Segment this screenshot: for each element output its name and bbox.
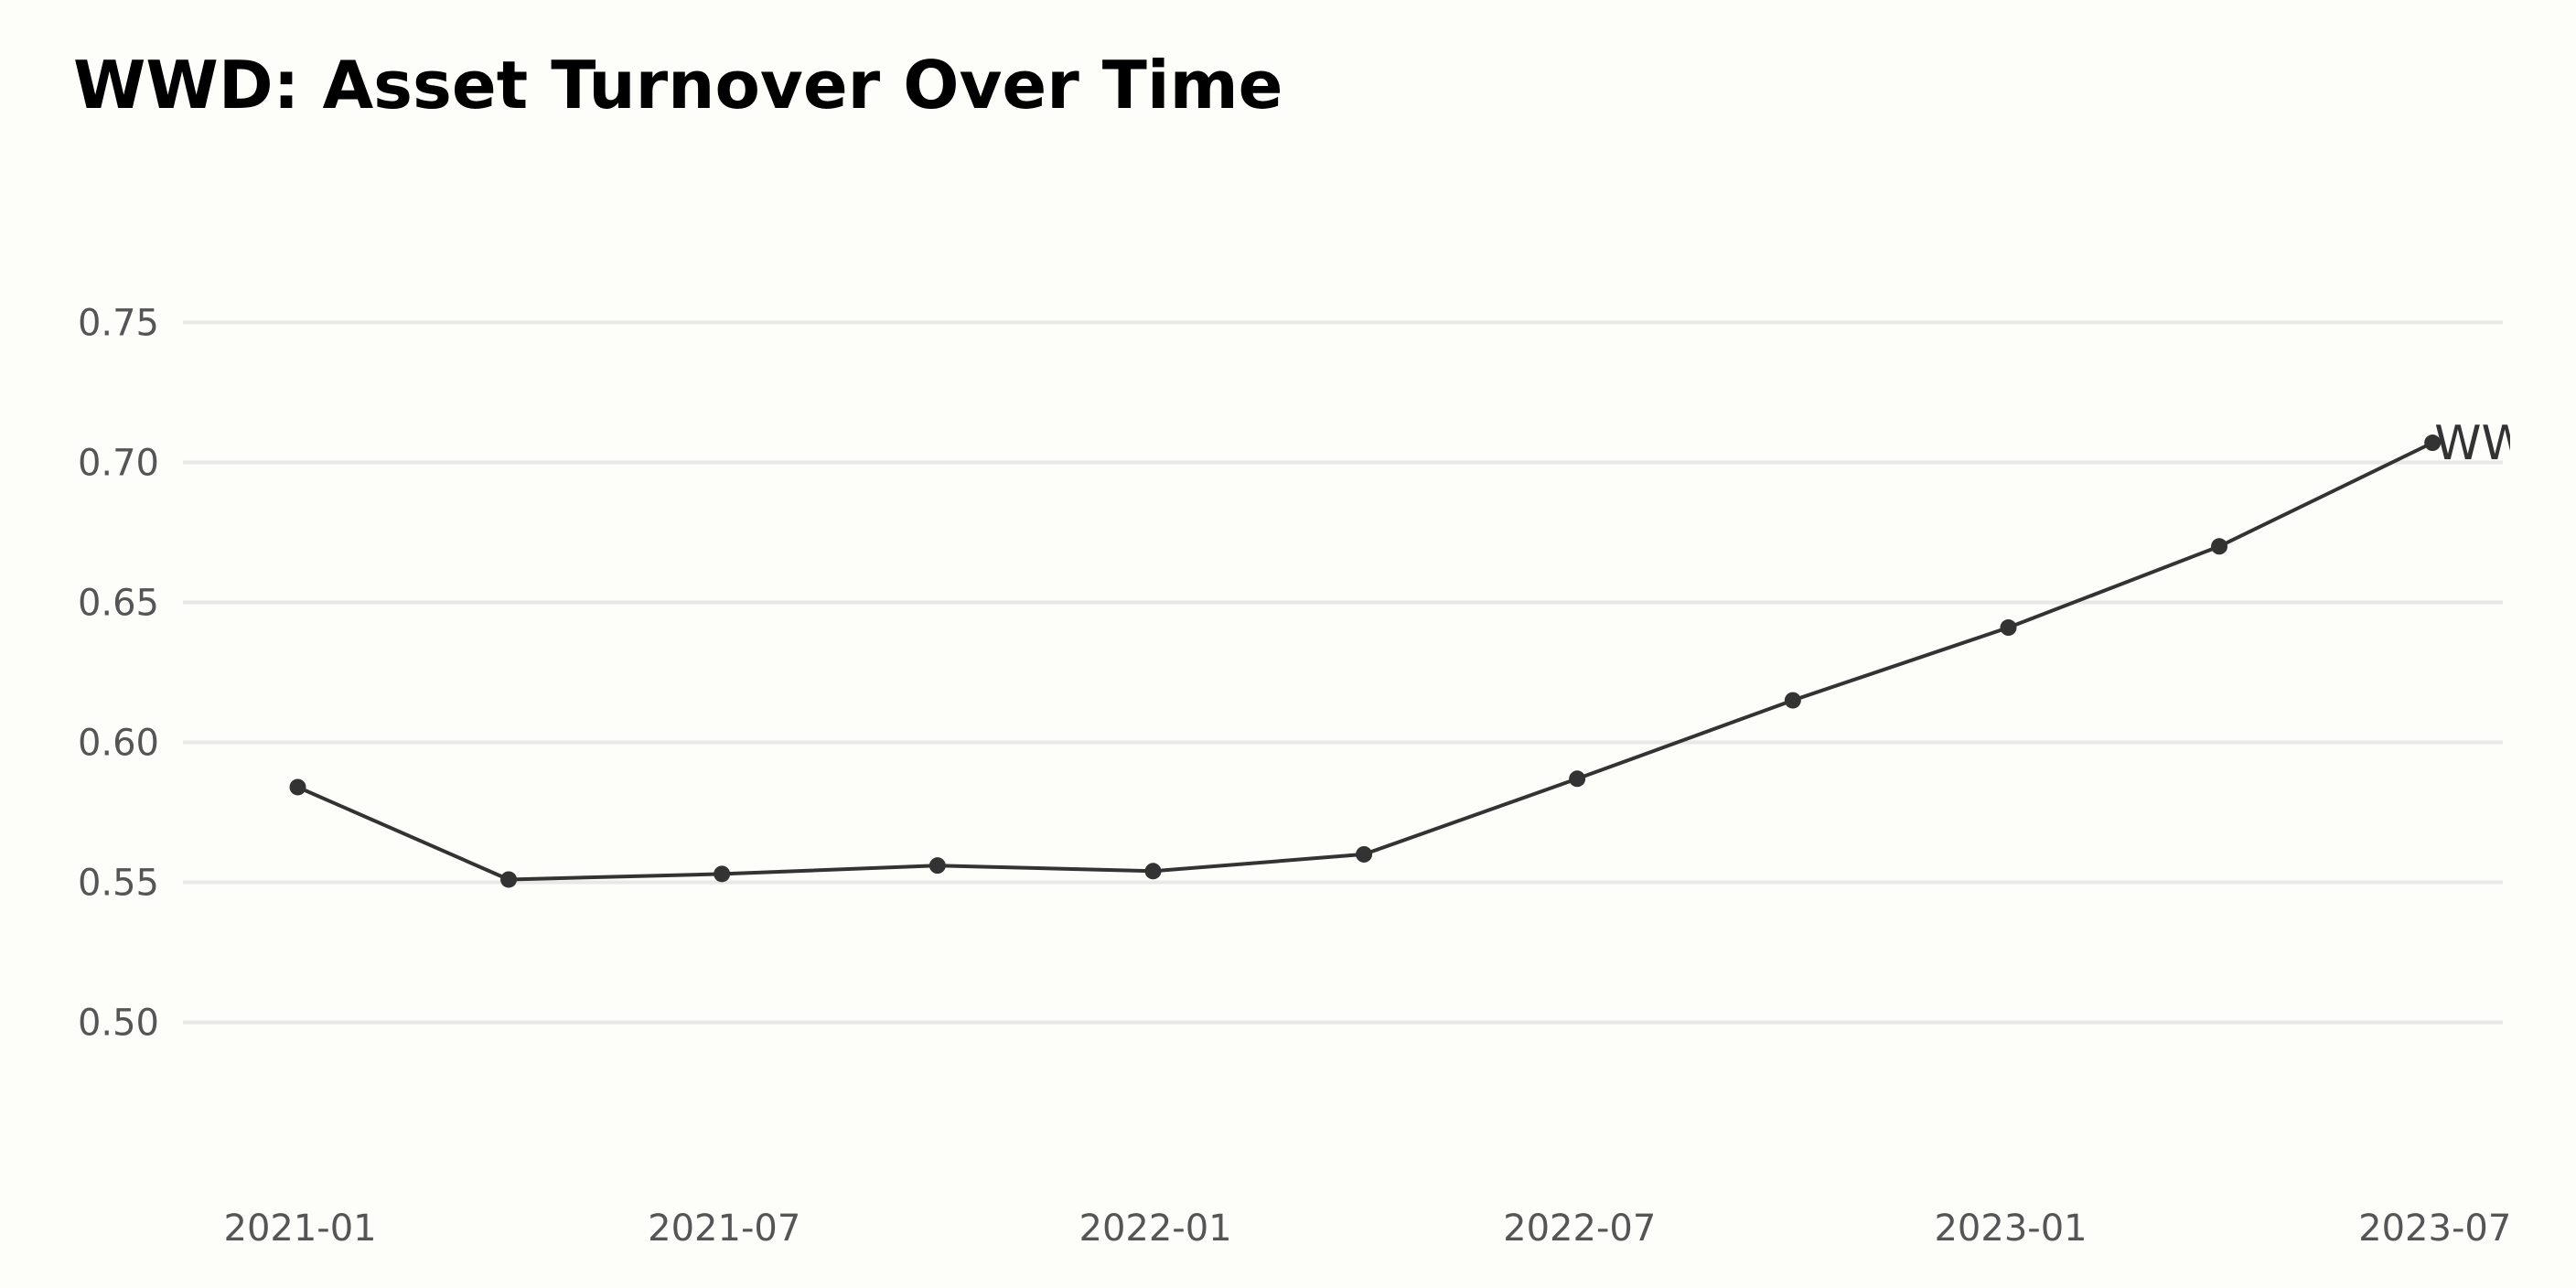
x-axis: 2021-01 2021-07 2022-01 2022-07 2023-01 2023-… (224, 1208, 2512, 1250)
data-point (2000, 619, 2017, 637)
y-tick-label: 0.75 (78, 302, 159, 344)
data-point (289, 778, 306, 796)
x-tick-label: 2021-01 (224, 1208, 377, 1250)
data-point (1569, 770, 1586, 788)
data-point (1784, 692, 1801, 709)
series-end-label: WWD (2434, 416, 2565, 471)
y-tick-label: 0.50 (78, 1003, 159, 1045)
y-tick-label: 0.70 (78, 442, 159, 484)
y-tick-label: 0.60 (78, 723, 159, 765)
x-tick-label: 2023-07 (2358, 1208, 2511, 1250)
series-wwd (289, 435, 2442, 888)
data-point (714, 865, 731, 883)
y-tick-label: 0.65 (78, 582, 159, 624)
y-axis: 0.50 0.55 0.60 0.65 0.70 0.75 (78, 302, 159, 1044)
data-point (2424, 435, 2442, 452)
gridlines (183, 320, 2503, 1025)
x-tick-label: 2022-07 (1503, 1208, 1656, 1250)
chart-title: WWD: Asset Turnover Over Time (73, 47, 1283, 123)
y-tick-label: 0.55 (78, 863, 159, 905)
data-point (1144, 863, 1162, 880)
x-tick-label: 2021-07 (648, 1208, 800, 1250)
data-point (500, 871, 518, 888)
data-point (2211, 538, 2228, 555)
x-tick-label: 2023-01 (1934, 1208, 2087, 1250)
data-point (928, 857, 946, 875)
x-tick-label: 2022-01 (1079, 1208, 1232, 1250)
data-point (1356, 845, 1373, 863)
series-line (295, 441, 2435, 882)
